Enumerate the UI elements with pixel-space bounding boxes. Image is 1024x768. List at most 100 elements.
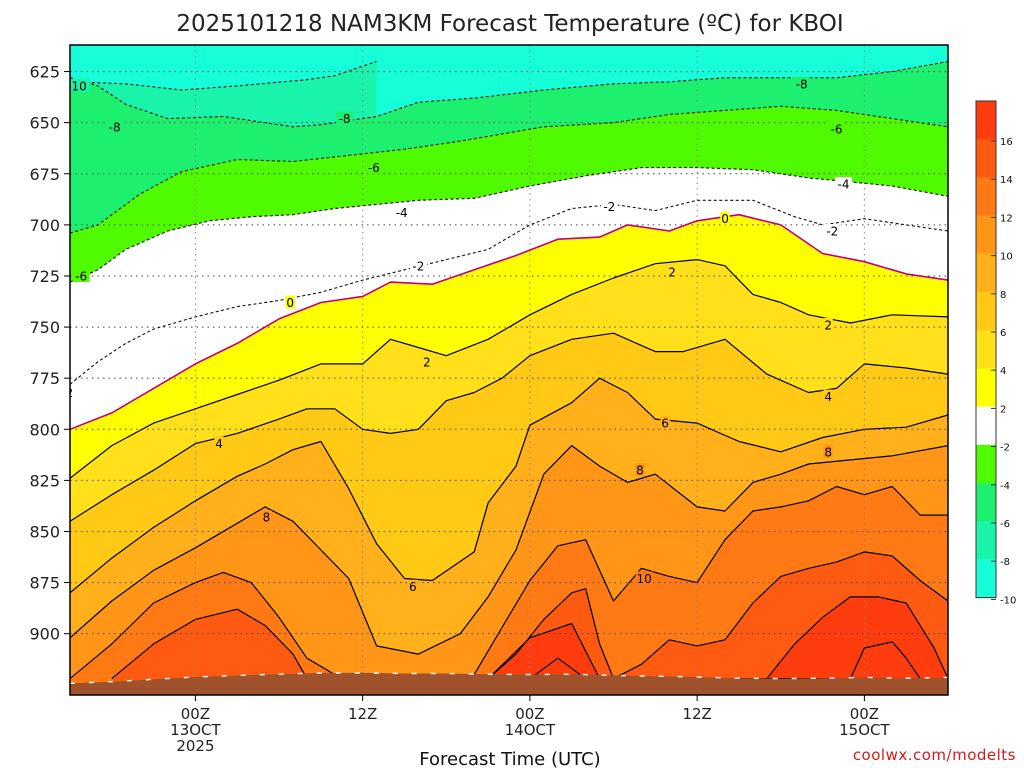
colorbar-segment	[976, 139, 996, 178]
isotherm-10	[70, 485, 948, 680]
isotherm-label-bg	[408, 579, 418, 593]
terrain-ground	[70, 672, 948, 695]
colorbar-label: -10	[1000, 595, 1016, 606]
colorbar-label: 4	[1000, 366, 1006, 377]
isotherm-8	[70, 445, 948, 655]
colorbar-segment	[976, 559, 996, 599]
terrain-layer	[70, 672, 948, 695]
isotherm-label-bg	[823, 389, 833, 403]
y-tick-label: 650	[29, 114, 60, 133]
colorbar-segment	[976, 444, 996, 484]
isotherm-label-bg	[600, 199, 618, 213]
x-tick-label: 12Z	[682, 705, 711, 723]
isotherm-label-bg	[834, 176, 852, 190]
isotherm-label: 8	[263, 511, 271, 525]
isotherm-label-bg	[828, 121, 846, 135]
y-tick-label: 850	[29, 522, 60, 541]
isotherm-label-bg	[285, 295, 295, 309]
x-tick-label: 00Z	[850, 705, 879, 723]
isotherm-label-bg	[365, 160, 383, 174]
isotherm-label: -6	[75, 269, 87, 283]
isotherm-label: 0	[286, 296, 294, 310]
isotherm-label-bg	[106, 119, 124, 133]
isotherm-12	[111, 551, 948, 680]
isotherm-label: -8	[339, 112, 351, 126]
colorbar-label: 10	[1000, 252, 1013, 263]
colorbar-label: -6	[1000, 519, 1010, 530]
x-tick-label: 15OCT	[839, 721, 890, 739]
colorbar-segment	[976, 292, 996, 331]
isotherm-label-bg	[422, 354, 432, 368]
isotherm--4	[70, 167, 948, 283]
isotherm-label: 8	[636, 464, 644, 478]
x-tick-label: 00Z	[181, 705, 210, 723]
isotherm-label: -6	[368, 161, 380, 175]
colorbar-label: -2	[1000, 443, 1010, 454]
y-tick-label: 775	[29, 369, 60, 388]
isotherm-label: -6	[831, 122, 843, 136]
isotherm-4	[70, 332, 948, 522]
isotherm-label-bg	[70, 78, 90, 92]
isotherm-16	[529, 641, 921, 680]
colorbar-segment	[976, 253, 996, 293]
y-tick-label: 825	[29, 471, 60, 490]
isotherm-label: 6	[409, 580, 417, 594]
isotherm-label-bg	[70, 385, 76, 399]
isotherm-label: 4	[215, 437, 223, 451]
isotherm-label: 4	[824, 390, 832, 404]
isotherm-label: -2	[826, 225, 838, 239]
terrain-edge	[70, 672, 948, 684]
isotherm-2	[70, 259, 948, 479]
plot-frame	[69, 44, 949, 696]
isotherm-label: 6	[661, 417, 669, 431]
isotherm-label-bg	[409, 258, 427, 272]
x-tick-label: 12Z	[348, 705, 377, 723]
y-tick-label: 700	[29, 216, 60, 235]
watermark[interactable]: coolwx.com/modelts	[853, 746, 1016, 764]
isotherm-label: 2	[824, 319, 832, 333]
isotherm-label: 0	[721, 212, 729, 226]
isotherm--8	[70, 60, 948, 128]
isotherm-0	[70, 213, 948, 431]
isotherm-label-bg	[72, 268, 90, 282]
isotherm-label: -2	[61, 386, 73, 400]
isotherm-label-bg	[823, 224, 841, 238]
y-tick-label: 625	[29, 63, 60, 82]
y-axis: 625 650 675 700 725 750 775 800 825 850 875 900	[29, 63, 70, 644]
isotherm-label: -10	[67, 79, 87, 93]
isotherm-label-bg	[214, 436, 224, 450]
isotherm-label-bg	[635, 463, 645, 477]
x-tick-label: 13OCT	[170, 721, 221, 739]
colorbar-segment	[976, 521, 996, 560]
y-tick-label: 900	[29, 625, 60, 644]
isotherm-label: -4	[837, 177, 849, 191]
isotherm-label: 2	[423, 355, 431, 369]
grid-layer	[70, 45, 948, 695]
isotherm-label-bg	[660, 416, 670, 430]
colorbar-segment	[976, 177, 996, 217]
isotherm-label: -2	[603, 200, 615, 214]
colorbar-label: -8	[1000, 557, 1010, 568]
isotherm-label-bg	[261, 510, 272, 524]
isotherm--6	[70, 105, 948, 234]
fill-band-12	[111, 551, 948, 695]
isotherm-label-bg	[336, 111, 354, 125]
isotherm--2	[70, 199, 948, 385]
isotherm-6	[70, 377, 948, 594]
isotherm-label-bg	[823, 444, 833, 458]
isotherm-label-bg	[667, 264, 677, 278]
isotherm-label-bg	[635, 571, 653, 585]
isotherm-14	[487, 596, 948, 680]
colorbar-label: 16	[1000, 137, 1013, 148]
x-tick-label: 14OCT	[505, 721, 556, 739]
colorbar-label: 12	[1000, 213, 1013, 224]
isotherm-label-layer: -10 -8 -8 -8 -6 -6 -6 -4 -4 -2 -2 -2 -2 0 0 2 2 2 4 4 6 6 8 8 8 1…	[61, 76, 852, 594]
colorbar-segment	[976, 368, 996, 408]
colorbar-label: 6	[1000, 328, 1006, 339]
isotherm-label: 10	[637, 572, 652, 586]
isotherm-label-bg	[823, 318, 833, 332]
isotherm-label-bg	[793, 76, 811, 90]
colorbar: 16 14 12 10 8 6 4 2 -2 -4 -6 -8 -10	[975, 100, 1016, 606]
